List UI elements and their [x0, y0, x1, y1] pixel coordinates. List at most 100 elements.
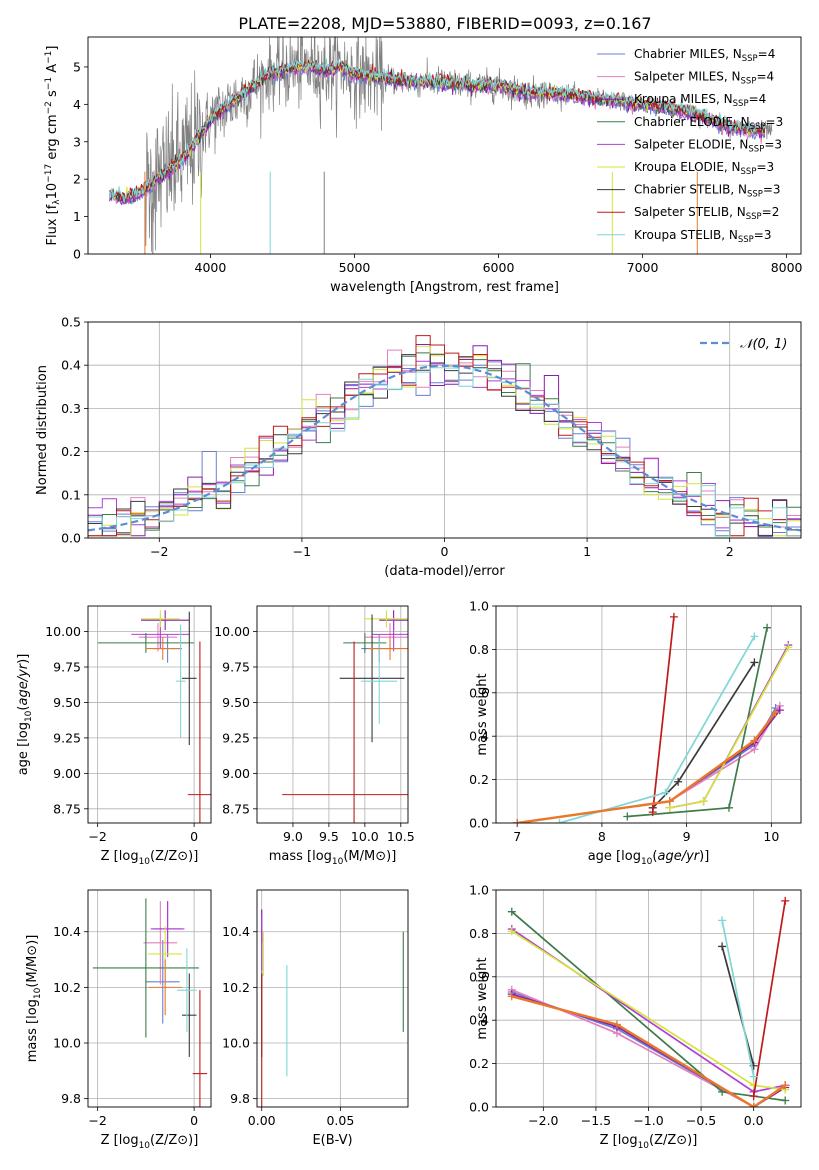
x-tick-label: 4000 [195, 260, 227, 275]
figure-title: PLATE=2208, MJD=53880, FIBERID=0093, z=0… [238, 14, 651, 33]
data-point-marker [623, 812, 632, 821]
legend-entry: Salpeter STELIB, NSSP=2 [634, 205, 779, 222]
y-axis-label: mass [log10(M/M⊙)] [25, 935, 43, 1063]
label-part: −1 [44, 51, 54, 64]
label-part: Salpeter MILES, N [634, 70, 741, 84]
label-part: ] [45, 46, 60, 51]
axes-frame [495, 605, 802, 824]
mass-weight-line [721, 920, 755, 1077]
label-part: SSP [738, 235, 754, 245]
label-part: s [45, 90, 60, 101]
axes-frame [87, 321, 802, 539]
y-tick-label: 10.00 [214, 624, 250, 639]
y-tick-label: 0.2 [469, 772, 489, 787]
label-part: 10 [139, 1141, 151, 1151]
legend-entry: Chabrier ELODIE, NSSP=3 [634, 115, 783, 132]
x-axis-label: mass [log10(M/M⊙)] [269, 849, 397, 867]
label-part: ( [652, 849, 657, 864]
x-tick-label: 8 [598, 829, 606, 844]
x-tick-label: −2.0 [528, 1113, 558, 1128]
data-point-marker [750, 736, 759, 745]
y-tick-label: 0.0 [469, 1100, 489, 1115]
x-axis-label: wavelength [Angstrom, rest frame] [330, 280, 559, 295]
y-tick-label: 8.75 [53, 801, 81, 816]
mass-weight-line [517, 711, 777, 823]
y-tick-label: 8.75 [222, 801, 250, 816]
label-part: erg cm [45, 114, 60, 163]
mass-weight-line [721, 946, 755, 1067]
legend-entry: 𝒩(0, 1) [740, 337, 787, 352]
legend-entry: Chabrier STELIB, NSSP=3 [634, 183, 781, 200]
y-tick-label: 0 [73, 247, 81, 262]
x-axis-label: age [log10(age/yr)] [588, 849, 710, 867]
label-part: =4 [756, 70, 774, 84]
x-tick-label: 7 [513, 829, 521, 844]
legend-entry: Kroupa MILES, NSSP=4 [634, 92, 766, 109]
axes-frame [256, 605, 409, 824]
label-part: 10 [641, 857, 653, 867]
data-point-marker [699, 797, 708, 806]
data-point-marker [507, 927, 516, 936]
plot-area [109, 37, 773, 254]
residual-histogram [88, 367, 801, 537]
x-tick-label: −1.0 [633, 1113, 663, 1128]
label-part: SSP [742, 54, 758, 64]
label-part: =3 [754, 228, 772, 242]
x-axis-label: E(B-V) [312, 1133, 352, 1148]
axes-frame [87, 36, 802, 255]
x-axis-label: (data-model)/error [384, 564, 505, 579]
x-tick-label: −2 [88, 1113, 106, 1128]
y-tick-label: 9.75 [53, 659, 81, 674]
x-tick-label: 8000 [771, 260, 803, 275]
data-point-marker [674, 777, 683, 786]
label-part: Chabrier ELODIE, N [634, 115, 750, 129]
y-tick-label: 0.0 [61, 531, 81, 546]
y-axis-label: mass weight [475, 957, 490, 1039]
legend-entry: Salpeter MILES, NSSP=4 [634, 70, 774, 87]
y-tick-label: 0.8 [469, 926, 489, 941]
y-tick-label: 9.8 [61, 1091, 81, 1106]
data-point-marker [771, 708, 780, 717]
panel-spectrum: 4000 5000 6000 7000 8000 0 1 2 3 4 5 Chabrier MILES… [44, 36, 803, 295]
x-tick-label: 0.05 [326, 1113, 354, 1128]
y-tick-label: 0.2 [469, 1056, 489, 1071]
data-point-marker [669, 612, 678, 621]
label-part: SSP [747, 190, 763, 200]
axes-frame [87, 889, 212, 1108]
mass-weight-line [559, 635, 756, 823]
x-tick-label: 0 [190, 1113, 198, 1128]
panel-mass_vs_Z: −2 09.810.010.210.4Z [log10(Z/Z⊙)]mass [l… [25, 889, 212, 1151]
label-part: SSP [733, 99, 749, 109]
y-tick-label: 3 [73, 134, 81, 149]
y-tick-label: 0.6 [469, 685, 489, 700]
label-part: Z [log [600, 1133, 638, 1148]
label-part: SSP [741, 77, 757, 87]
x-tick-label: −1.5 [581, 1113, 611, 1128]
data-point-marker [555, 819, 564, 823]
mass-weight-line [517, 709, 781, 823]
plot-area [97, 610, 211, 823]
residual-histogram [88, 356, 801, 536]
x-tick-label: 1 [583, 544, 591, 559]
label-part: (M/M⊙)] [343, 849, 396, 864]
y-tick-label: 10.0 [222, 1036, 250, 1051]
label-part: age/yr [16, 662, 31, 705]
x-tick-label: 9.0 [283, 829, 303, 844]
data-point-marker [665, 797, 674, 806]
x-tick-label: 9 [683, 829, 691, 844]
data-point-marker [749, 1072, 758, 1081]
label-part: 10 [33, 987, 43, 999]
data-point-marker [661, 788, 670, 797]
label-part: Flux [f [45, 204, 60, 245]
data-point-marker [750, 658, 759, 667]
y-tick-label: 5 [73, 59, 81, 74]
x-tick-label: 5000 [339, 260, 371, 275]
x-tick-label: −0.5 [686, 1113, 716, 1128]
x-tick-label: 2 [726, 544, 734, 559]
y-tick-label: 9.50 [53, 695, 81, 710]
label-part: )] [16, 654, 31, 664]
x-tick-label: 10.5 [387, 829, 415, 844]
normal-curve [88, 364, 801, 532]
label-part: =2 [762, 205, 780, 219]
